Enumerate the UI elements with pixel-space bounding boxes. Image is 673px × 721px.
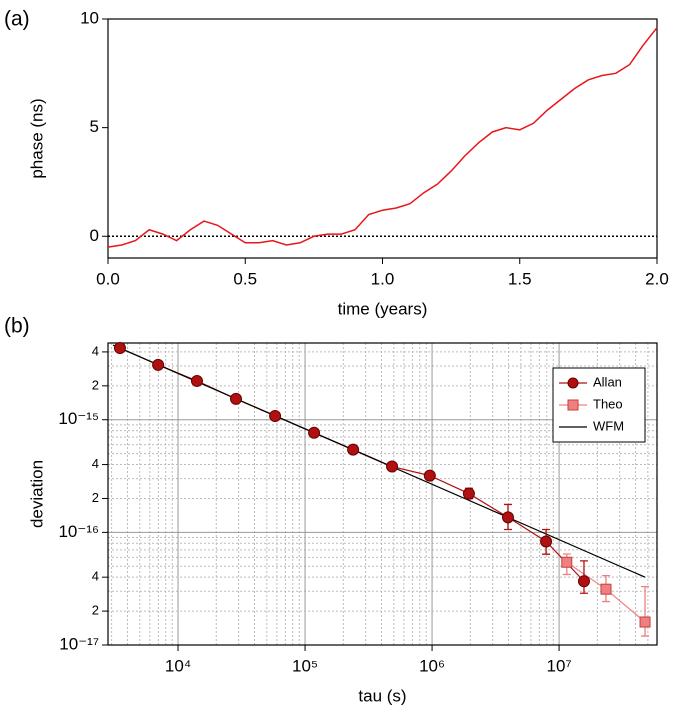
y-tick-label: 10	[80, 8, 99, 27]
x-tick-label: 10⁷	[547, 656, 572, 675]
legend-marker	[567, 377, 579, 389]
error-bar	[641, 585, 650, 637]
point	[347, 443, 360, 456]
series-line	[107, 27, 658, 248]
y-tick-label: 10⁻¹⁷	[59, 634, 99, 653]
point	[386, 460, 399, 473]
x-tick-label: 10⁵	[292, 656, 318, 675]
x-tick-label: 1.0	[371, 269, 395, 288]
point	[577, 575, 590, 588]
panel-label: (a)	[4, 8, 30, 31]
y-axis-title: deviation	[27, 460, 46, 528]
x-tick-label: 0.5	[233, 269, 257, 288]
y-axis-title: phase (ns)	[27, 98, 46, 178]
y-tick-label: 10⁻¹⁶	[58, 522, 99, 541]
point	[113, 342, 126, 355]
y-tick-label: 2	[92, 603, 99, 618]
y-tick-label: 4	[92, 456, 99, 471]
point	[462, 487, 475, 500]
point	[561, 556, 573, 568]
x-tick-label: 10⁴	[165, 656, 191, 675]
plot-frame	[107, 342, 658, 646]
point	[269, 409, 282, 422]
point	[308, 426, 321, 439]
legend-label: Theo	[593, 396, 623, 411]
legend-label: Allan	[593, 374, 622, 389]
y-tick-label: 4	[92, 343, 99, 358]
x-tick-label: 0.0	[96, 269, 120, 288]
x-axis-title: time (years)	[338, 299, 428, 318]
legend-label: WFM	[593, 418, 624, 433]
point	[600, 583, 612, 595]
y-tick-label: 0	[90, 226, 99, 245]
x-tick-label: 2.0	[645, 269, 669, 288]
y-tick-label: 10⁻¹⁵	[58, 409, 99, 428]
y-tick-label: 4	[92, 569, 99, 584]
y-tick-label: 2	[92, 490, 99, 505]
x-axis-title: tau (s)	[358, 686, 406, 705]
plot-frame	[107, 18, 658, 259]
point	[501, 511, 514, 524]
x-tick-label: 10⁶	[419, 656, 445, 675]
point	[540, 535, 553, 548]
point	[190, 374, 203, 387]
point	[152, 358, 165, 371]
y-tick-label: 5	[90, 117, 99, 136]
panel-label: (b)	[4, 315, 30, 338]
x-tick-label: 1.5	[508, 269, 532, 288]
legend-marker	[567, 399, 579, 411]
y-tick-label: 2	[92, 377, 99, 392]
point	[423, 469, 436, 482]
point	[639, 616, 651, 628]
point	[229, 392, 242, 405]
